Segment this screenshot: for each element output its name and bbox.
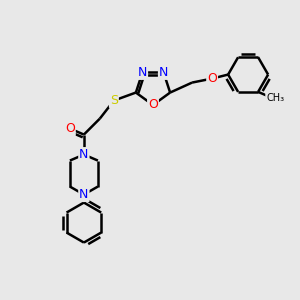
Text: O: O	[207, 72, 217, 85]
Text: N: N	[79, 188, 88, 201]
Text: O: O	[148, 98, 158, 112]
Text: S: S	[110, 94, 118, 107]
Text: CH₃: CH₃	[266, 93, 284, 103]
Text: O: O	[65, 122, 75, 135]
Text: N: N	[79, 148, 88, 161]
Text: N: N	[159, 66, 168, 79]
Text: N: N	[138, 66, 147, 79]
